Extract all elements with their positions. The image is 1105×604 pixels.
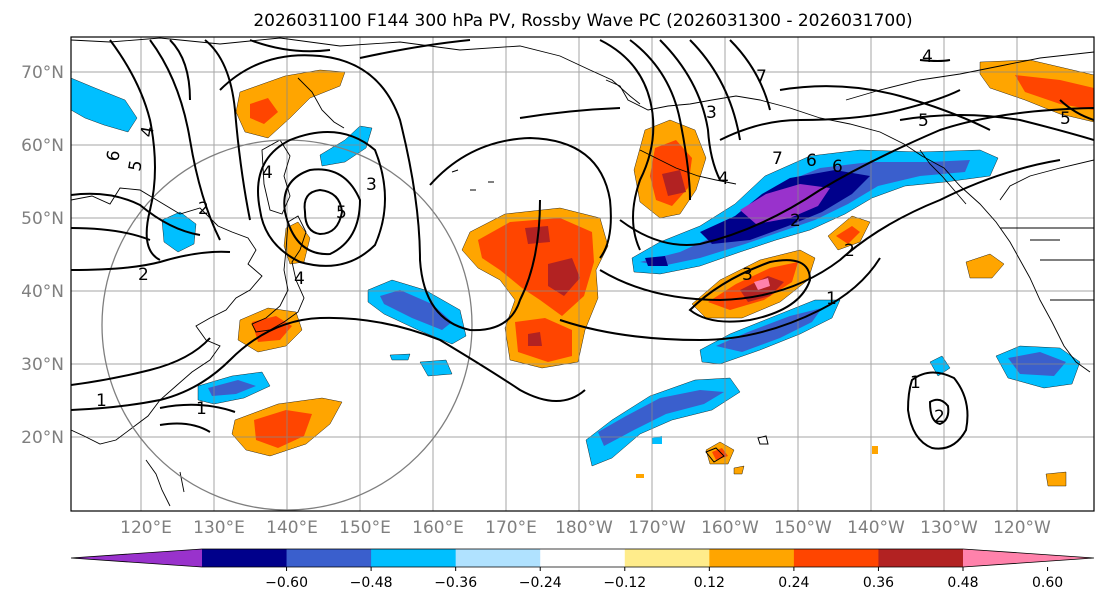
- colorbar-segment: [202, 549, 288, 567]
- neg-anomaly-nw: [71, 77, 138, 133]
- lat-label: 60°N: [21, 136, 64, 156]
- colorbar-segment: [878, 549, 964, 567]
- colorbar-tick-label: −0.48: [350, 575, 393, 591]
- contour-label: 2: [844, 241, 855, 261]
- colorbar-outline: [70, 548, 1095, 568]
- latitude-labels: 70°N 60°N 50°N 40°N 30°N 20°N: [21, 63, 64, 448]
- lon-label: 130°W: [920, 518, 978, 538]
- colorbar: −0.60 −0.48 −0.36 −0.24 −0.12 0.12 0.24 0.36 0.4…: [70, 548, 1095, 591]
- contour-label: 6: [806, 151, 817, 171]
- colorbar-tick-label: −0.60: [265, 575, 308, 591]
- lon-label: 160°E: [412, 518, 464, 538]
- lon-label: 160°W: [701, 518, 759, 538]
- colorbar-tick-label: 0.12: [694, 575, 725, 591]
- contour-label: 7: [772, 149, 783, 169]
- contour-label: 7: [756, 67, 767, 87]
- colorbar-tick-label: −0.36: [434, 575, 477, 591]
- contour-label: 1: [96, 391, 107, 411]
- contour-label: 5: [918, 111, 929, 131]
- islands: [451, 169, 769, 463]
- lon-label: 130°E: [193, 518, 245, 538]
- lat-label: 40°N: [21, 282, 64, 302]
- lon-label: 170°E: [485, 518, 537, 538]
- lon-label: 150°E: [339, 518, 391, 538]
- colorbar-extend-low: [71, 549, 202, 567]
- map-title: 2026031100 F144 300 hPa PV, Rossby Wave …: [253, 11, 912, 31]
- contour-label: 3: [706, 103, 717, 123]
- map-area: 6 5 4 2 4 5 3 2 1 1 7 3 5 4 6 7 5 6 4 2 …: [71, 37, 1094, 511]
- lat-label: 20°N: [21, 428, 64, 448]
- contour-label: 4: [922, 47, 933, 67]
- lon-label: 140°E: [266, 518, 318, 538]
- lon-label: 140°W: [847, 518, 905, 538]
- contour-label: 3: [742, 265, 753, 285]
- colorbar-segment: [793, 549, 879, 567]
- colorbar-tick-label: 0.36: [863, 575, 894, 591]
- pc-contours: [71, 39, 1094, 450]
- contour-label: 4: [294, 269, 305, 289]
- contour-label: 3: [366, 175, 377, 195]
- colorbar-tick-label: 0.24: [778, 575, 809, 591]
- longitude-labels: 120°E 130°E 140°E 150°E 160°E 170°E 180°…: [120, 518, 1051, 538]
- contour-labels: 6 5 4 2 4 5 3 2 1 1 7 3 5 4 6 7 5 6 4 2 …: [96, 47, 1071, 427]
- colorbar-tick-label: −0.12: [603, 575, 646, 591]
- lat-label: 50°N: [21, 209, 64, 229]
- colorbar-segment: [371, 549, 457, 567]
- colorbar-tick-label: 0.48: [947, 575, 978, 591]
- lon-label: 170°W: [628, 518, 686, 538]
- contour-label: 2: [138, 265, 149, 285]
- contour-label: 5: [1060, 109, 1071, 129]
- lon-label: 180°W: [555, 518, 613, 538]
- colorbar-tick-label: −0.24: [519, 575, 562, 591]
- lon-label: 120°W: [993, 518, 1051, 538]
- lat-label: 70°N: [21, 63, 64, 83]
- pv-shading: [71, 59, 1094, 487]
- lat-label: 30°N: [21, 355, 64, 375]
- colorbar-segment: [455, 549, 541, 567]
- colorbar-segment: [624, 549, 710, 567]
- contour-label: 5: [336, 203, 347, 223]
- map-frame: [70, 36, 1095, 512]
- region-circle: [101, 139, 473, 511]
- colorbar-segment: [286, 549, 372, 567]
- contour-label: 1: [826, 289, 837, 309]
- contour-label: 6: [832, 157, 843, 177]
- lon-label: 120°E: [120, 518, 172, 538]
- colorbar-tick-label: 0.60: [1032, 575, 1063, 591]
- colorbar-segment: [709, 549, 795, 567]
- contour-label: 2: [790, 211, 801, 231]
- contour-label: 6: [103, 149, 125, 163]
- contour-label: 5: [125, 159, 147, 173]
- colorbar-extend-high: [963, 549, 1094, 567]
- contour-label: 4: [137, 125, 159, 139]
- contour-label: 2: [934, 407, 945, 427]
- graticule: [71, 37, 1094, 511]
- contour-label: 2: [198, 199, 209, 219]
- lon-label: 150°W: [774, 518, 832, 538]
- colorbar-segment: [540, 549, 626, 567]
- contour-label: 1: [910, 373, 921, 393]
- contour-label: 1: [196, 399, 207, 419]
- contour-label: 4: [718, 169, 729, 189]
- contour-label: 4: [262, 163, 273, 183]
